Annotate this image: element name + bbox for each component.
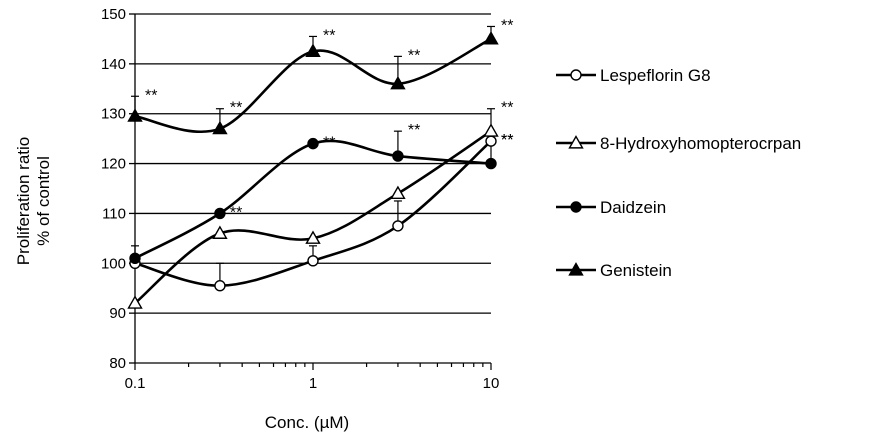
- data-point: [392, 150, 404, 162]
- significance-mark: **: [145, 87, 157, 104]
- significance-mark: **: [501, 17, 513, 34]
- error-bars: [131, 25, 495, 286]
- x-tick-label: 10: [483, 375, 500, 392]
- significance-mark: **: [323, 135, 335, 152]
- y-tick-label: 140: [101, 56, 126, 73]
- x-tick-label: 0.1: [125, 375, 146, 392]
- legend-marker: [568, 262, 584, 276]
- legend: Lespeflorin G8 8-Hydroxyhomopterocrpan Dai…: [556, 66, 801, 280]
- data-point: [307, 137, 319, 150]
- y-tick-label: 90: [109, 305, 126, 322]
- significance-mark: **: [323, 27, 335, 44]
- y-tick-label: 80: [109, 355, 126, 372]
- x-tick-labels: 0.1 1 10: [125, 375, 500, 392]
- y-tick-label: 130: [101, 106, 126, 123]
- significance-marks: **********************: [145, 17, 513, 221]
- data-point: [305, 43, 321, 57]
- gridlines: [135, 13, 491, 314]
- y-tick-label: 110: [102, 205, 126, 222]
- series-line: [134, 130, 492, 305]
- y-tick-label: 100: [101, 255, 126, 272]
- data-point: [214, 207, 226, 220]
- x-tick-label: 1: [309, 375, 317, 392]
- y-tick-label: 150: [101, 6, 126, 23]
- data-point: [212, 225, 228, 239]
- data-point: [392, 220, 404, 232]
- legend-marker: [568, 135, 584, 149]
- y-axis-title: Proliferation ratio % of control: [14, 137, 53, 266]
- significance-mark: **: [408, 47, 420, 64]
- legend-label: Genistein: [600, 261, 672, 280]
- data-point: [390, 185, 406, 200]
- data-point: [485, 135, 497, 147]
- significance-mark: **: [501, 132, 513, 149]
- y-axis-title-line-1: Proliferation ratio: [14, 137, 33, 266]
- data-point: [305, 230, 321, 244]
- data-point: [212, 120, 228, 135]
- data-point: [390, 75, 406, 90]
- data-point: [307, 255, 319, 267]
- y-tick-labels: 80 90 100 110 120 130 140 150: [101, 6, 126, 372]
- data-point: [127, 295, 143, 309]
- legend-marker: [570, 201, 582, 213]
- data-point: [214, 280, 226, 292]
- legend-label: Daidzein: [600, 198, 666, 217]
- legend-label: Lespeflorin G8: [600, 66, 711, 85]
- data-point: [483, 31, 499, 45]
- significance-mark: **: [408, 122, 420, 139]
- legend-marker: [570, 69, 582, 81]
- data-point: [129, 252, 141, 264]
- x-axis-title: Conc. (µM): [265, 413, 349, 432]
- significance-mark: **: [230, 100, 242, 117]
- significance-mark: **: [501, 100, 513, 117]
- significance-mark: **: [230, 204, 242, 221]
- data-point: [127, 108, 143, 122]
- y-tick-label: 120: [101, 156, 126, 173]
- data-point: [483, 123, 499, 137]
- y-axis-title-line-2: % of control: [34, 156, 53, 246]
- legend-label: 8-Hydroxyhomopterocrpan: [600, 134, 801, 153]
- data-point: [485, 157, 497, 170]
- significance-mark: **: [501, 132, 513, 149]
- data-points: [127, 31, 499, 309]
